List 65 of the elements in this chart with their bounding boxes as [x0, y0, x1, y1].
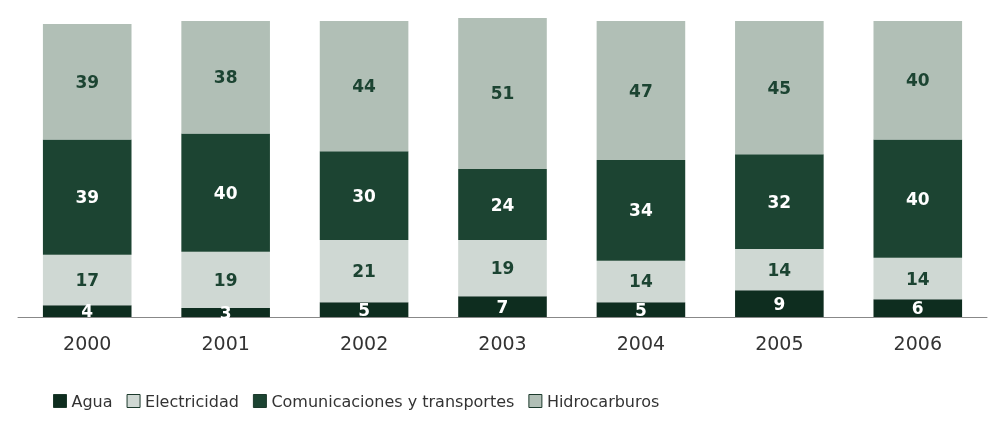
bar — [596, 20, 686, 161]
data-label: 38 — [213, 67, 238, 88]
data-label: 5 — [358, 299, 370, 320]
data-label: 44 — [352, 76, 377, 97]
x-tick-label: 2003 — [478, 331, 527, 354]
x-tick-label: 2002 — [339, 331, 389, 354]
x-tick-label: 2006 — [893, 331, 942, 354]
bar — [319, 151, 409, 241]
x-tick-label: 2000 — [63, 331, 112, 354]
data-label: 30 — [352, 185, 377, 206]
data-label: 40 — [905, 188, 930, 209]
legend-label: Agua — [71, 391, 113, 411]
bar — [181, 308, 270, 317]
bar — [596, 302, 686, 317]
data-label: 17 — [75, 269, 100, 290]
data-label: 39 — [75, 71, 100, 92]
bar — [735, 154, 824, 249]
data-label: 51 — [490, 83, 515, 104]
bar — [319, 302, 409, 317]
bar — [873, 139, 963, 258]
bar — [181, 20, 270, 134]
legend-label: Electricidad — [145, 391, 239, 411]
bar — [42, 305, 132, 317]
data-label: 4 — [81, 301, 94, 322]
bar — [181, 133, 270, 252]
bar — [596, 260, 686, 303]
data-label: 19 — [490, 258, 515, 279]
bar — [319, 20, 409, 152]
data-label: 40 — [213, 182, 238, 203]
bar — [735, 248, 824, 291]
bar — [873, 257, 963, 300]
data-label: 7 — [496, 296, 509, 317]
bar — [735, 290, 824, 317]
bar — [319, 240, 409, 303]
bar — [596, 160, 686, 261]
data-label: 32 — [767, 191, 792, 212]
data-label: 34 — [629, 200, 653, 221]
data-label: 5 — [635, 299, 647, 320]
bar — [873, 20, 963, 140]
data-label: 21 — [352, 261, 376, 282]
legend-label: Comunicaciones y transportes — [271, 391, 515, 411]
bar — [458, 18, 547, 169]
x-tick-label: 2001 — [201, 331, 250, 354]
legend-label: Hidrocarburos — [546, 391, 660, 411]
data-label: 40 — [905, 70, 930, 91]
data-label: 9 — [773, 293, 786, 314]
bar — [42, 23, 132, 140]
data-label: 39 — [75, 187, 100, 208]
data-label: 47 — [629, 80, 653, 101]
bar — [42, 254, 132, 306]
bar — [458, 168, 547, 241]
bar — [458, 296, 547, 317]
data-label: 19 — [213, 269, 238, 290]
bar — [458, 240, 547, 297]
data-label: 24 — [490, 194, 515, 215]
data-label: 14 — [629, 271, 653, 292]
x-tick-label: 2005 — [755, 331, 804, 354]
bar — [42, 139, 132, 255]
data-label: 45 — [767, 77, 792, 98]
bar — [873, 299, 963, 317]
data-label: 6 — [911, 298, 924, 319]
bar — [735, 20, 824, 155]
data-label: 14 — [767, 259, 792, 280]
x-tick-label: 2004 — [616, 331, 666, 354]
data-label: 14 — [905, 268, 930, 289]
